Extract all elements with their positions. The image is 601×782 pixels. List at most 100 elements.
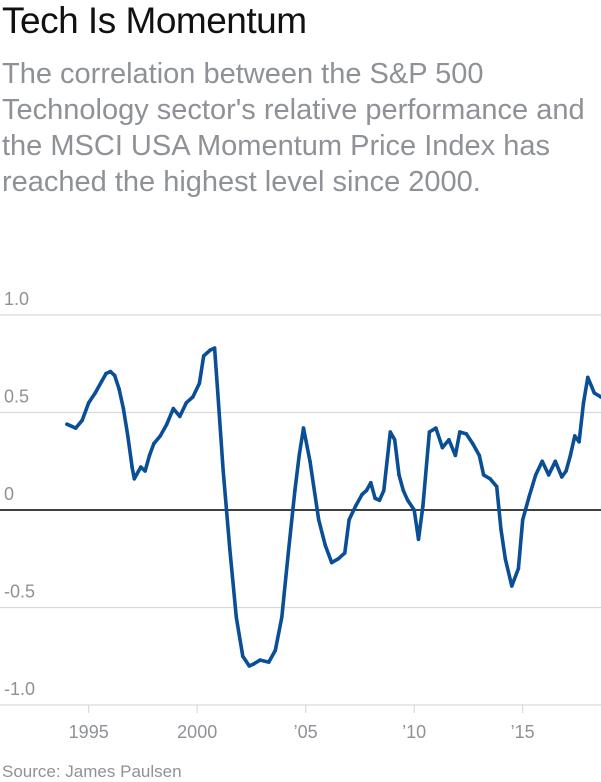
x-tick-label: ’15: [511, 722, 535, 742]
data-point: [568, 453, 573, 458]
y-tick-label: 0: [4, 484, 14, 504]
data-point: [267, 660, 271, 664]
data-point: [510, 584, 514, 588]
data-point: [158, 434, 163, 438]
data-point: [143, 469, 147, 473]
x-tick-label: ’05: [294, 722, 318, 742]
data-point: [99, 379, 104, 384]
y-tick-label: -1.0: [4, 679, 35, 699]
source-note: Source: James Paulsen: [2, 762, 182, 781]
data-point: [533, 473, 538, 477]
data-point: [546, 473, 551, 477]
data-point: [221, 469, 225, 473]
data-point: [130, 465, 134, 469]
data-point: [481, 473, 486, 477]
data-point: [316, 518, 321, 522]
data-point: [139, 465, 143, 469]
y-axis-ticks: 1.0 0.5 0 -0.5 -1.0: [4, 289, 35, 699]
data-point: [377, 498, 382, 503]
data-point: [440, 445, 445, 450]
data-point: [405, 498, 410, 503]
data-point: [421, 504, 425, 508]
data-point: [86, 401, 91, 405]
data-point: [152, 441, 156, 446]
y-tick-label: -0.5: [4, 582, 35, 602]
data-point: [503, 557, 508, 561]
data-point: [65, 422, 69, 427]
data-point: [241, 654, 245, 659]
data-point: [577, 440, 581, 444]
data-point: [453, 453, 458, 458]
data-point: [397, 473, 401, 477]
data-point: [293, 488, 297, 493]
data-point: [121, 406, 126, 411]
data-point: [251, 662, 256, 666]
data-point: [308, 459, 312, 464]
data-point: [373, 496, 377, 501]
data-point: [553, 459, 558, 464]
data-point: [458, 430, 462, 434]
data-point: [208, 348, 212, 352]
data-point: [323, 543, 328, 547]
data-point: [494, 484, 499, 489]
data-point: [427, 430, 432, 434]
data-point: [477, 453, 482, 458]
x-tick-label: 2000: [177, 722, 217, 742]
data-point: [247, 664, 252, 668]
data-point: [301, 426, 306, 430]
data-point: [360, 492, 364, 497]
x-tick-label: ’10: [402, 722, 426, 742]
data-point: [564, 469, 568, 473]
data-point: [286, 551, 291, 555]
data-point: [80, 418, 84, 423]
data-points: [65, 346, 601, 668]
data-point: [560, 475, 564, 479]
data-point: [540, 459, 544, 464]
data-point: [471, 441, 475, 446]
data-point: [126, 434, 130, 438]
data-point: [499, 527, 503, 532]
data-point: [464, 432, 469, 436]
data-point: [416, 537, 421, 542]
data-point: [364, 488, 369, 493]
data-point: [382, 488, 386, 493]
data-point: [212, 346, 217, 350]
data-point: [527, 494, 531, 499]
data-point: [191, 395, 195, 399]
data-point: [573, 434, 577, 438]
data-point: [488, 477, 492, 481]
data-point: [104, 371, 108, 376]
data-point: [108, 369, 113, 374]
data-point: [447, 438, 451, 442]
grid-layer: [0, 314, 601, 706]
data-point: [93, 391, 97, 395]
data-point: [336, 557, 341, 561]
data-point: [234, 615, 239, 620]
data-point: [297, 453, 302, 458]
data-point: [134, 473, 139, 477]
data-point: [412, 508, 417, 512]
data-point: [347, 518, 351, 522]
data-point: [178, 414, 182, 419]
data-point: [258, 658, 262, 662]
data-point: [369, 480, 373, 485]
x-axis-ticks: 1995 2000 ’05 ’10 ’15: [69, 705, 535, 742]
data-point: [73, 426, 78, 430]
data-point: [586, 375, 590, 380]
data-point: [581, 401, 586, 405]
data-point: [112, 373, 117, 378]
data-point: [401, 488, 406, 493]
data-point: [197, 381, 202, 386]
data-point: [147, 453, 152, 458]
data-point: [216, 391, 220, 395]
y-tick-label: 1.0: [4, 289, 29, 309]
data-point: [165, 422, 169, 427]
data-point: [353, 504, 358, 508]
data-point: [592, 391, 597, 395]
correlation-series-line: [65, 346, 601, 668]
data-point: [329, 560, 334, 565]
data-point: [343, 551, 347, 555]
data-point: [132, 477, 137, 481]
data-point: [171, 406, 176, 411]
